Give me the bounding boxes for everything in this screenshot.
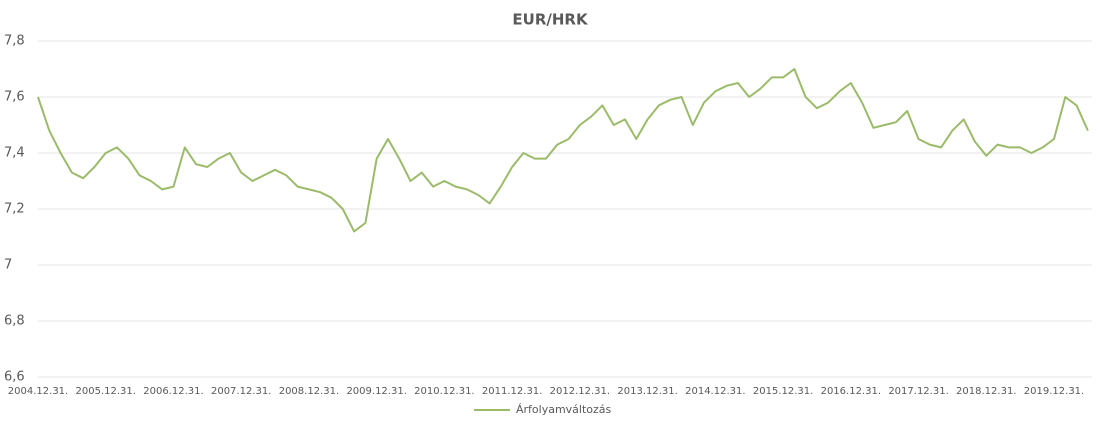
x-tick-label: 2019.12.31.: [1024, 386, 1084, 397]
x-tick-label: 2016.12.31.: [821, 386, 881, 397]
x-tick-label: 2008.12.31.: [279, 386, 339, 397]
legend-label: Árfolyamváltozás: [516, 403, 612, 416]
x-tick-label: 2010.12.31.: [414, 386, 474, 397]
x-tick-label: 2007.12.31.: [211, 386, 271, 397]
x-tick-label: 2005.12.31.: [76, 386, 136, 397]
line-series: [37, 68, 1089, 233]
x-tick-label: 2013.12.31.: [617, 386, 677, 397]
y-tick-label: 7,2: [4, 202, 25, 217]
x-tick-label: 2017.12.31.: [888, 386, 948, 397]
x-tick-label: 2018.12.31.: [956, 386, 1016, 397]
x-tick-label: 2011.12.31.: [482, 386, 542, 397]
x-tick-label: 2014.12.31.: [685, 386, 745, 397]
x-tick-label: 2009.12.31.: [346, 386, 406, 397]
y-tick-label: 6,8: [4, 314, 25, 329]
x-tick-label: 2004.12.31.: [8, 386, 68, 397]
y-tick-label: 6,6: [4, 370, 25, 385]
chart-title: EUR/HRK: [512, 11, 589, 29]
y-tick-label: 7,4: [4, 146, 25, 161]
x-tick-label: 2012.12.31.: [550, 386, 610, 397]
x-tick-label: 2006.12.31.: [143, 386, 203, 397]
y-tick-label: 7,6: [4, 90, 25, 105]
y-tick-label: 7: [4, 258, 12, 273]
y-tick-label: 7,8: [4, 34, 25, 49]
x-tick-label: 2015.12.31.: [753, 386, 813, 397]
